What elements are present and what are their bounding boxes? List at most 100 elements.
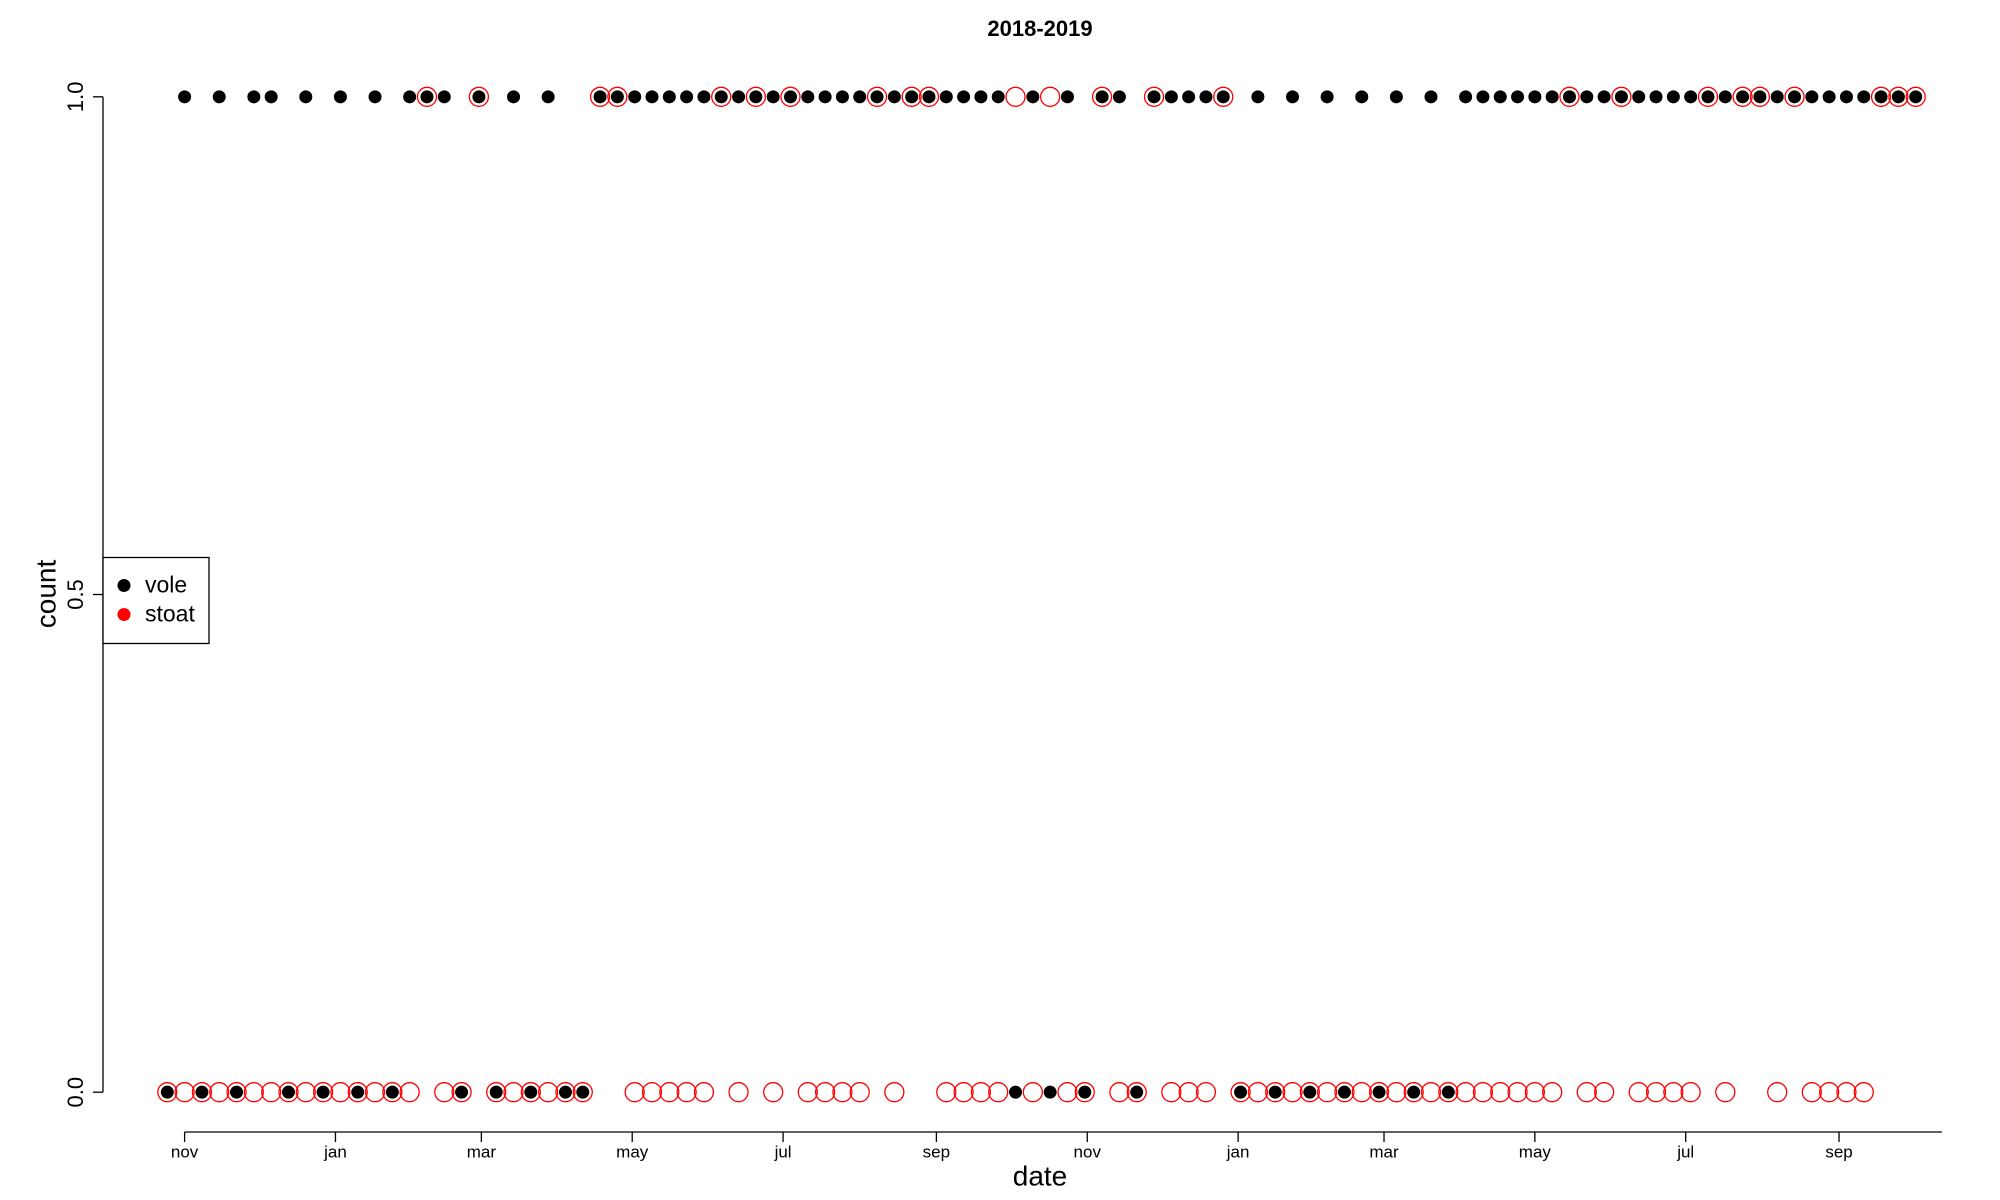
point: [1320, 90, 1334, 104]
point: [243, 1082, 265, 1103]
point: [1874, 90, 1888, 104]
point: [763, 1082, 784, 1103]
x-tick-label: mar: [1369, 1142, 1399, 1161]
point: [1684, 90, 1698, 104]
point: [1438, 1082, 1459, 1103]
point: [382, 1082, 403, 1103]
point: [676, 1082, 697, 1103]
point: [1022, 1082, 1043, 1103]
point: [1507, 1082, 1528, 1103]
point: [191, 1082, 213, 1103]
point: [1334, 1082, 1355, 1103]
point: [451, 1082, 472, 1103]
y-tick-label: 1.0: [63, 82, 88, 113]
point: [416, 86, 438, 107]
point: [797, 1082, 818, 1103]
point: [988, 1082, 1009, 1103]
x-tick-label: nov: [171, 1142, 199, 1161]
point: [403, 90, 417, 104]
point: [1303, 1085, 1317, 1099]
point: [1355, 90, 1369, 104]
point: [333, 90, 347, 104]
point: [953, 1082, 974, 1103]
point: [1316, 1082, 1338, 1103]
point: [472, 90, 486, 104]
point: [209, 1082, 230, 1103]
point: [1057, 1082, 1078, 1103]
point: [1424, 90, 1438, 104]
point: [385, 1085, 399, 1099]
point: [1614, 90, 1628, 104]
point: [555, 1082, 576, 1103]
point: [714, 90, 728, 104]
point: [1265, 1082, 1286, 1103]
point: [524, 1085, 538, 1099]
point: [589, 86, 611, 107]
point: [1282, 1082, 1303, 1103]
point: [1628, 1082, 1649, 1103]
point: [1891, 90, 1905, 104]
point: [572, 1082, 593, 1103]
point: [1562, 90, 1576, 104]
point: [1909, 90, 1923, 104]
x-tick-label: sep: [1825, 1142, 1852, 1161]
point: [1528, 90, 1542, 104]
point: [576, 1085, 590, 1099]
y-tick-label: 0.0: [63, 1077, 88, 1108]
point: [1213, 86, 1234, 107]
point: [1420, 1082, 1442, 1103]
series-0: [160, 90, 1923, 1099]
point: [1234, 1085, 1248, 1099]
point: [939, 90, 953, 104]
point: [247, 90, 261, 104]
point: [680, 90, 694, 104]
point: [195, 1085, 209, 1099]
point: [1770, 90, 1784, 104]
point: [1632, 90, 1646, 104]
x-tick-label: jul: [774, 1142, 792, 1161]
x-tick-label: sep: [923, 1142, 950, 1161]
point: [974, 90, 988, 104]
point: [918, 86, 940, 107]
point: [1645, 1082, 1667, 1103]
point: [316, 1085, 330, 1099]
point: [1199, 90, 1213, 104]
point: [347, 1082, 368, 1103]
point: [849, 1082, 870, 1103]
point: [1078, 1085, 1092, 1099]
point: [749, 90, 763, 104]
point: [1511, 90, 1525, 104]
point: [558, 1085, 572, 1099]
point: [520, 1082, 541, 1103]
point: [312, 1082, 334, 1103]
point: [1161, 1082, 1182, 1103]
point: [1542, 1082, 1563, 1103]
point: [1251, 90, 1265, 104]
point: [157, 1082, 178, 1103]
point: [1593, 1082, 1615, 1103]
point: [507, 90, 521, 104]
point: [1767, 1082, 1788, 1103]
point: [399, 1082, 420, 1103]
point: [1788, 90, 1802, 104]
point: [1455, 1082, 1476, 1103]
point: [1109, 1082, 1130, 1103]
point: [1299, 1082, 1320, 1103]
point: [1112, 90, 1126, 104]
point: [295, 1082, 316, 1103]
point: [1268, 1085, 1282, 1099]
point: [1026, 90, 1040, 104]
point: [1490, 1082, 1511, 1103]
point: [693, 1082, 715, 1103]
point: [1732, 86, 1753, 107]
point: [420, 90, 434, 104]
point: [732, 90, 746, 104]
x-tick-label: mar: [467, 1142, 497, 1161]
point: [174, 1082, 195, 1103]
y-axis-label: count: [30, 560, 61, 629]
point: [1230, 1082, 1251, 1103]
point: [278, 1082, 299, 1103]
point: [870, 90, 884, 104]
point: [264, 90, 278, 104]
point: [832, 1082, 853, 1103]
